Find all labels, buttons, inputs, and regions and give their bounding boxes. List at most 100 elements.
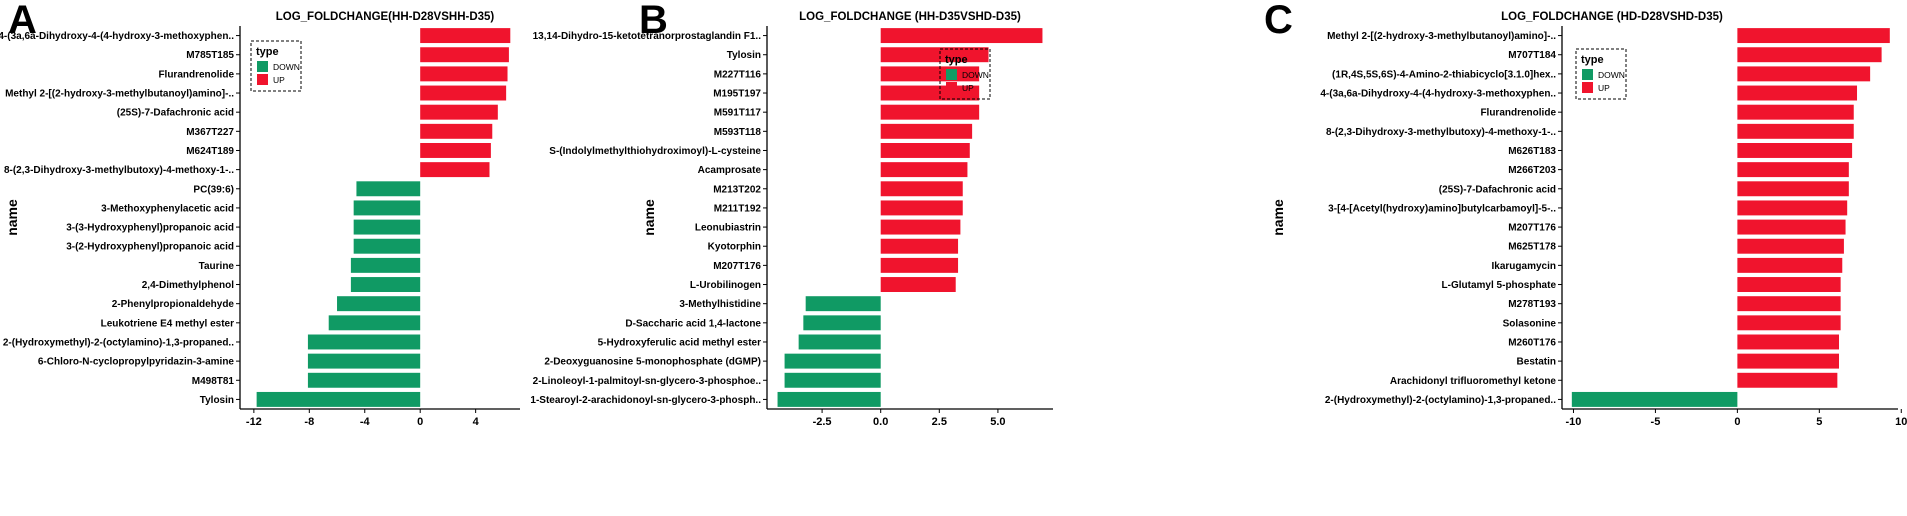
category-label: M227T116 xyxy=(714,69,762,80)
bar xyxy=(1737,123,1854,139)
bar xyxy=(307,353,421,369)
bar xyxy=(1737,238,1844,254)
legend-label: DOWN xyxy=(273,62,300,72)
bar xyxy=(880,123,973,139)
legend-label: DOWN xyxy=(1598,70,1625,80)
category-label: M498T81 xyxy=(192,376,235,387)
legend-frame xyxy=(250,40,302,92)
category-label: L-Urobilinogen xyxy=(690,280,761,291)
bar xyxy=(880,238,959,254)
x-tick-label: 0 xyxy=(417,416,423,428)
bar xyxy=(1737,162,1849,178)
category-label: 8-(2,3-Dihydroxy-3-methylbutoxy)-4-metho… xyxy=(1326,127,1556,138)
bar xyxy=(307,334,421,350)
bar xyxy=(880,104,980,120)
category-label: Leukotriene E4 methyl ester xyxy=(101,318,234,329)
bar xyxy=(420,85,507,101)
bar xyxy=(420,143,491,158)
category-label: 2,4-Dimethylphenol xyxy=(142,280,234,291)
bar xyxy=(356,181,421,197)
legend-title: type xyxy=(945,54,968,66)
bar xyxy=(1737,372,1838,388)
x-tick-label: 5 xyxy=(1816,416,1822,428)
bar xyxy=(1737,47,1882,63)
bar xyxy=(350,277,421,292)
bar xyxy=(1737,28,1890,44)
bar xyxy=(328,315,421,331)
category-label: M707T184 xyxy=(1508,50,1556,61)
category-label: (25S)-7-Dafachronic acid xyxy=(1439,184,1556,195)
category-label: 5-Hydroxyferulic acid methyl ester xyxy=(598,337,762,348)
x-tick-label: -10 xyxy=(1566,416,1582,428)
bar xyxy=(880,219,961,235)
bar xyxy=(805,296,881,312)
bar xyxy=(798,334,881,350)
bar xyxy=(1737,277,1841,292)
bar xyxy=(1737,315,1841,331)
category-label: Kyotorphin xyxy=(708,242,761,253)
legend-label: UP xyxy=(273,75,285,85)
legend-swatch xyxy=(946,82,957,93)
category-label: M195T197 xyxy=(713,89,761,100)
category-label: M625T178 xyxy=(1508,242,1556,253)
bar xyxy=(1737,85,1858,101)
category-label: Acamprosate xyxy=(698,165,762,176)
panel-label: C xyxy=(1264,0,1293,42)
category-label: 3-(3-Hydroxyphenyl)propanoic acid xyxy=(66,223,234,234)
legend-swatch xyxy=(1582,82,1593,93)
legend-title: type xyxy=(1581,54,1604,66)
bar xyxy=(1737,200,1848,216)
category-label: M785T185 xyxy=(186,50,234,61)
bar xyxy=(784,372,881,388)
legend: type DOWN UP xyxy=(250,40,302,92)
category-label: 2-(Hydroxymethyl)-2-(octylamino)-1,3-pro… xyxy=(1325,395,1556,406)
bar xyxy=(880,181,963,197)
category-label: Methyl 2-[(2-hydroxy-3-methylbutanoyl)am… xyxy=(1327,31,1556,42)
category-label: M266T203 xyxy=(1508,165,1556,176)
legend-frame xyxy=(1575,48,1627,100)
bar xyxy=(337,296,421,312)
x-tick-label: -8 xyxy=(304,416,314,428)
bar xyxy=(1737,143,1853,158)
bar xyxy=(353,200,421,216)
category-label: 3-[4-[Acetyl(hydroxy)amino]butylcarbamoy… xyxy=(1328,203,1556,214)
category-label: Leonubiastrin xyxy=(695,223,761,234)
legend-swatch xyxy=(1582,69,1593,80)
x-tick-label: 2.5 xyxy=(932,416,947,428)
bar xyxy=(420,47,509,63)
category-label: 2-Linoleoyl-1-palmitoyl-sn-glycero-3-pho… xyxy=(533,376,762,387)
legend-swatch xyxy=(257,61,268,72)
legend-label: UP xyxy=(962,83,974,93)
chart-title: LOG_FOLDCHANGE(HH-D28VSHH-D35) xyxy=(276,11,495,23)
category-label: 4-(3a,6a-Dihydroxy-4-(4-hydroxy-3-methox… xyxy=(1320,89,1556,100)
category-label: M593T118 xyxy=(714,127,762,138)
x-tick-label: 10 xyxy=(1895,416,1907,428)
bar xyxy=(307,372,421,388)
x-tick-label: 5.0 xyxy=(990,416,1005,428)
legend-title: type xyxy=(256,46,279,58)
bar xyxy=(420,66,508,82)
category-label: M207T176 xyxy=(713,261,761,272)
category-label: M367T227 xyxy=(186,127,234,138)
category-label: 2-(Hydroxymethyl)-2-(octylamino)-1,3-pro… xyxy=(3,337,234,348)
category-label: D-Saccharic acid 1,4-lactone xyxy=(625,318,761,329)
chart-title: LOG_FOLDCHANGE (HD-D28VSHD-D35) xyxy=(1501,11,1723,23)
bar xyxy=(1737,219,1846,235)
category-label: PC(39:6) xyxy=(193,184,234,195)
category-label: Bestatin xyxy=(1517,357,1556,368)
x-tick-label: -12 xyxy=(246,416,262,428)
category-label: S-(Indolylmethylthiohydroximoyl)-L-cyste… xyxy=(549,146,761,157)
legend-swatch xyxy=(257,74,268,85)
bar xyxy=(880,162,968,178)
category-label: 3-(2-Hydroxyphenyl)propanoic acid xyxy=(66,242,234,253)
bar xyxy=(880,143,970,158)
legend-swatch xyxy=(946,69,957,80)
category-label: 2-Phenylpropionaldehyde xyxy=(112,299,235,310)
category-label: 3-Methoxyphenylacetic acid xyxy=(101,203,234,214)
bar xyxy=(803,315,881,331)
x-tick-label: -2.5 xyxy=(813,416,832,428)
category-label: M260T176 xyxy=(1508,337,1556,348)
category-label: M213T202 xyxy=(713,184,761,195)
x-tick-label: -4 xyxy=(360,416,371,428)
